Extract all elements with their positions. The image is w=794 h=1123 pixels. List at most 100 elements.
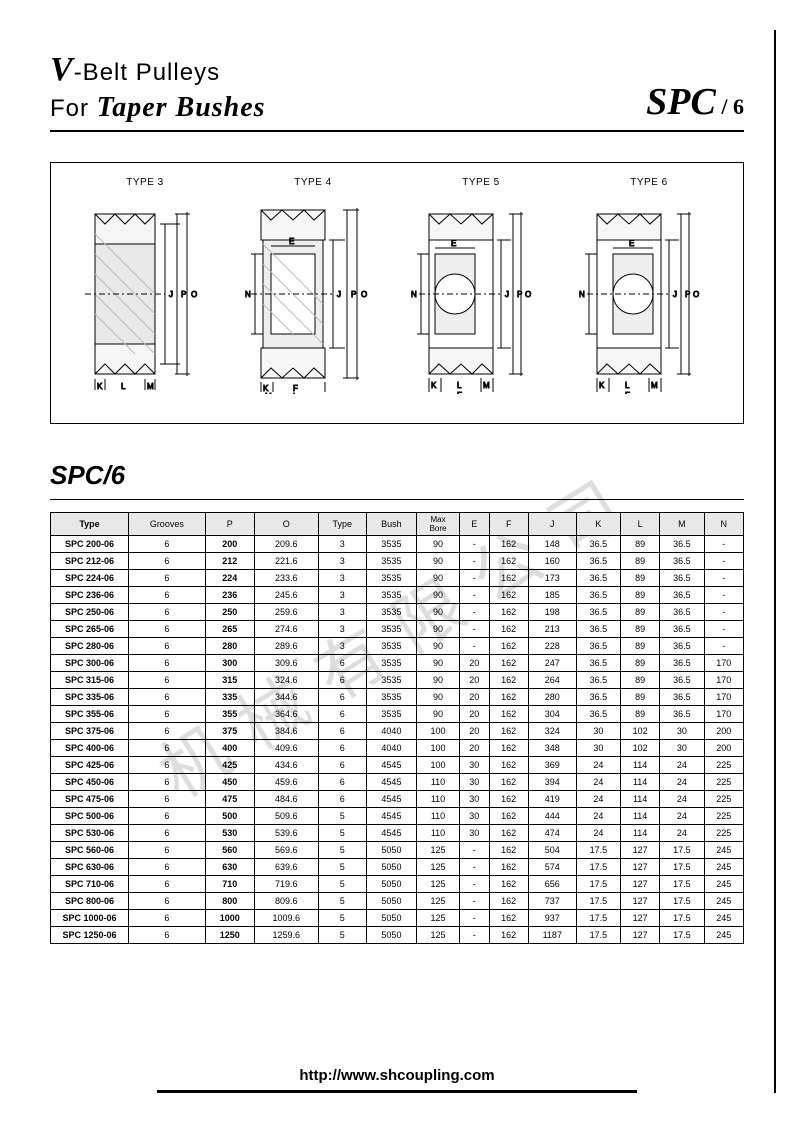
pulley-diagram-type3: J P O K L M bbox=[65, 194, 225, 394]
table-header-cell: M bbox=[660, 513, 704, 536]
table-cell: 335 bbox=[205, 689, 254, 706]
table-cell: 30 bbox=[460, 825, 489, 842]
table-cell: 36.5 bbox=[576, 655, 620, 672]
svg-text:M: M bbox=[483, 381, 490, 390]
table-cell: - bbox=[460, 570, 489, 587]
table-cell: 125 bbox=[417, 910, 460, 927]
table-cell: 173 bbox=[528, 570, 576, 587]
table-cell: SPC 630-06 bbox=[51, 859, 129, 876]
table-cell: 5 bbox=[318, 825, 366, 842]
table-cell: 3 bbox=[318, 587, 366, 604]
table-cell: 937 bbox=[528, 910, 576, 927]
table-cell: 6 bbox=[129, 638, 206, 655]
table-cell: 3535 bbox=[366, 570, 416, 587]
table-cell: 17.5 bbox=[576, 859, 620, 876]
table-cell: - bbox=[460, 604, 489, 621]
table-cell: - bbox=[704, 621, 743, 638]
table-cell: 17.5 bbox=[660, 859, 704, 876]
table-cell: SPC 1250-06 bbox=[51, 927, 129, 944]
table-cell: - bbox=[704, 553, 743, 570]
table-cell: 110 bbox=[417, 825, 460, 842]
table-cell: 36.5 bbox=[576, 689, 620, 706]
svg-text:L: L bbox=[121, 382, 126, 391]
table-cell: SPC 280-06 bbox=[51, 638, 129, 655]
table-cell: 1009.6 bbox=[254, 910, 318, 927]
table-cell: 209.6 bbox=[254, 536, 318, 553]
table-cell: 170 bbox=[704, 655, 743, 672]
table-cell: 719.6 bbox=[254, 876, 318, 893]
table-cell: - bbox=[460, 536, 489, 553]
table-cell: 125 bbox=[417, 927, 460, 944]
table-cell: 504 bbox=[528, 842, 576, 859]
table-cell: 162 bbox=[489, 587, 528, 604]
table-cell: 110 bbox=[417, 774, 460, 791]
pulley-diagram-type6: E N J P O KLM F bbox=[569, 194, 729, 394]
table-cell: 6 bbox=[129, 621, 206, 638]
table-cell: 1000 bbox=[205, 910, 254, 927]
table-cell: 280 bbox=[528, 689, 576, 706]
table-cell: 6 bbox=[129, 706, 206, 723]
table-cell: 6 bbox=[318, 672, 366, 689]
table-cell: 89 bbox=[620, 536, 659, 553]
table-cell: 221.6 bbox=[254, 553, 318, 570]
table-cell: 6 bbox=[129, 587, 206, 604]
table-header-cell: Bush bbox=[366, 513, 416, 536]
table-cell: 17.5 bbox=[660, 927, 704, 944]
svg-text:E: E bbox=[629, 239, 634, 248]
table-cell: - bbox=[704, 587, 743, 604]
table-row: SPC 280-066280289.63353590-16222836.5893… bbox=[51, 638, 744, 655]
diagram-type4: TYPE 4 E N bbox=[229, 177, 397, 413]
table-cell: 425 bbox=[205, 757, 254, 774]
table-cell: 162 bbox=[489, 808, 528, 825]
table-row: SPC 265-066265274.63353590-16221336.5893… bbox=[51, 621, 744, 638]
table-cell: 259.6 bbox=[254, 604, 318, 621]
table-cell: - bbox=[460, 587, 489, 604]
table-cell: - bbox=[704, 536, 743, 553]
table-row: SPC 400-066400409.6640401002016234830102… bbox=[51, 740, 744, 757]
table-cell: 110 bbox=[417, 791, 460, 808]
table-cell: 89 bbox=[620, 672, 659, 689]
table-cell: 539.6 bbox=[254, 825, 318, 842]
section-title: SPC/6 bbox=[50, 460, 744, 491]
table-cell: 89 bbox=[620, 638, 659, 655]
table-cell: 114 bbox=[620, 757, 659, 774]
svg-text:L: L bbox=[457, 381, 462, 390]
table-cell: 127 bbox=[620, 893, 659, 910]
table-cell: 304 bbox=[528, 706, 576, 723]
table-cell: 3535 bbox=[366, 621, 416, 638]
table-cell: 324 bbox=[528, 723, 576, 740]
table-cell: 162 bbox=[489, 893, 528, 910]
table-cell: 162 bbox=[489, 536, 528, 553]
table-cell: 36.5 bbox=[576, 536, 620, 553]
table-row: SPC 800-066800809.655050125-16273717.512… bbox=[51, 893, 744, 910]
table-cell: 5050 bbox=[366, 859, 416, 876]
table-cell: 6 bbox=[129, 842, 206, 859]
table-cell: 6 bbox=[318, 791, 366, 808]
table-cell: 1250 bbox=[205, 927, 254, 944]
table-cell: 24 bbox=[660, 825, 704, 842]
table-cell: 114 bbox=[620, 791, 659, 808]
table-cell: 3535 bbox=[366, 706, 416, 723]
table-cell: 24 bbox=[576, 825, 620, 842]
table-cell: 3535 bbox=[366, 638, 416, 655]
diagram-label-6: TYPE 6 bbox=[630, 177, 667, 188]
table-cell: 3 bbox=[318, 638, 366, 655]
table-cell: 36.5 bbox=[660, 689, 704, 706]
table-cell: 6 bbox=[129, 774, 206, 791]
table-header-cell: K bbox=[576, 513, 620, 536]
section-divider bbox=[50, 499, 744, 500]
table-header-cell: J bbox=[528, 513, 576, 536]
table-cell: 6 bbox=[129, 757, 206, 774]
table-cell: 3535 bbox=[366, 655, 416, 672]
table-body: SPC 200-066200209.63353590-16214836.5893… bbox=[51, 536, 744, 944]
table-cell: 17.5 bbox=[576, 876, 620, 893]
table-cell: SPC 400-06 bbox=[51, 740, 129, 757]
table-row: SPC 450-066450459.6645451103016239424114… bbox=[51, 774, 744, 791]
table-cell: 17.5 bbox=[576, 842, 620, 859]
table-row: SPC 475-066475484.6645451103016241924114… bbox=[51, 791, 744, 808]
table-cell: 289.6 bbox=[254, 638, 318, 655]
table-cell: 162 bbox=[489, 859, 528, 876]
table-cell: 89 bbox=[620, 621, 659, 638]
svg-text:J: J bbox=[505, 290, 509, 299]
table-cell: 200 bbox=[205, 536, 254, 553]
